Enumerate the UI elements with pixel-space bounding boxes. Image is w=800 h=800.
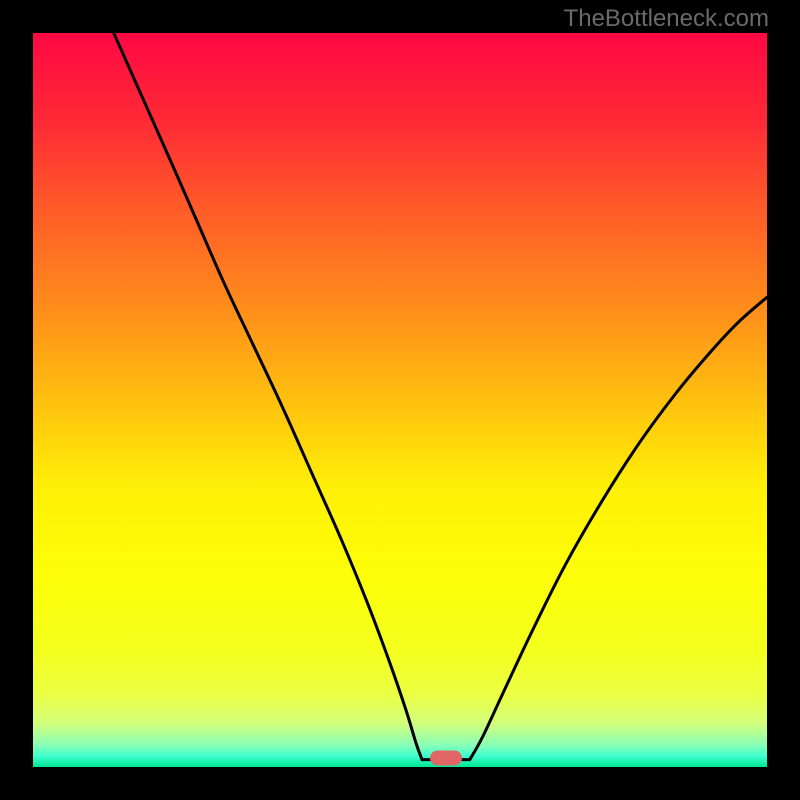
watermark-text: TheBottleneck.com xyxy=(564,5,769,33)
plot-area xyxy=(33,33,767,767)
chart-stage: { "canvas": { "width": 800, "height": 80… xyxy=(0,0,800,800)
bottleneck-curve xyxy=(33,33,767,767)
optimum-marker xyxy=(430,751,462,766)
